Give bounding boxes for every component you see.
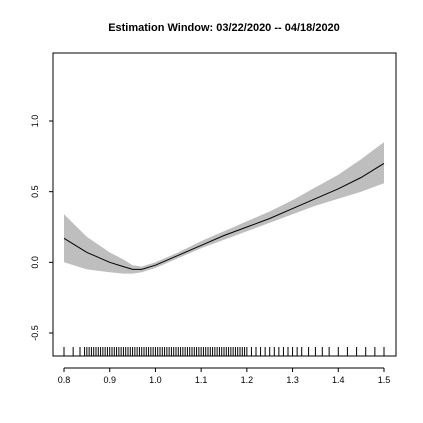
fit-line (63, 162, 385, 270)
x-axis: 0.8 0.9 1.0 1.1 1.2 1.3 1.4 1.5 (58, 367, 391, 385)
x-tick-label: 1.5 (378, 375, 391, 385)
y-tick-label: -0.5 (30, 325, 40, 341)
x-tick-label: 0.8 (58, 375, 71, 385)
y-tick-label: 0.0 (30, 256, 40, 269)
x-tick-label: 0.9 (103, 375, 116, 385)
rug (63, 347, 385, 356)
x-tick-label: 1.3 (286, 375, 299, 385)
y-tick-label: 0.5 (30, 185, 40, 198)
confidence-band (64, 142, 384, 274)
x-tick-label: 1.4 (332, 375, 345, 385)
plot-frame (52, 52, 397, 357)
x-tick-label: 1.1 (195, 375, 208, 385)
y-axis: -0.5 0.0 0.5 1.0 (30, 115, 54, 341)
x-tick-label: 1.2 (241, 375, 254, 385)
plot-layer (63, 142, 385, 274)
chart-title: Estimation Window: 03/22/2020 -- 04/18/2… (108, 22, 340, 34)
y-tick-label: 1.0 (30, 115, 40, 128)
x-tick-label: 1.0 (149, 375, 162, 385)
